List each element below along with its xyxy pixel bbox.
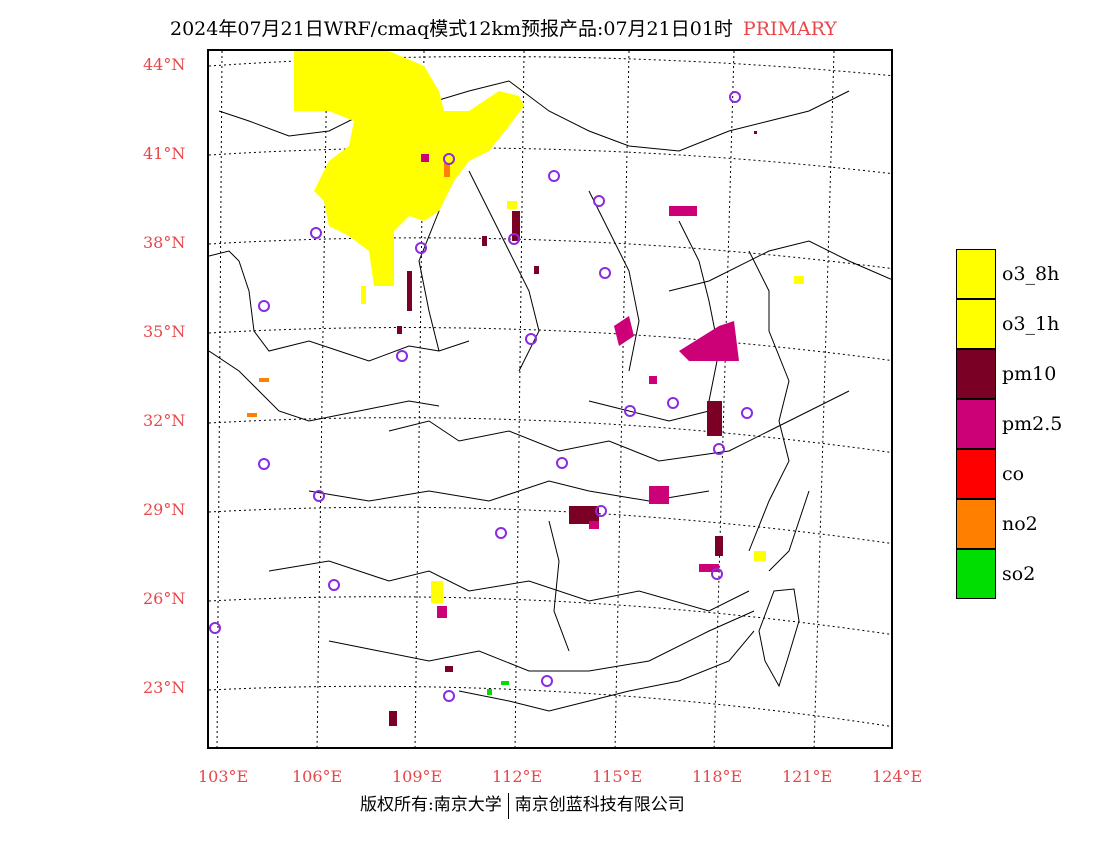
lat-label-29: 29°N xyxy=(143,500,186,519)
legend-label-pm25: pm2.5 xyxy=(1002,413,1063,435)
lon-label-109: 109°E xyxy=(392,767,443,786)
pollution-so2 xyxy=(487,681,509,695)
legend-label-so2: so2 xyxy=(1002,563,1036,585)
lon-line-118 xyxy=(713,51,735,747)
legend-item-pm10: pm10 xyxy=(956,349,1096,399)
lat-line-32 xyxy=(209,417,891,453)
pollution-pm10 xyxy=(389,131,757,726)
lat-line-38 xyxy=(209,237,891,269)
lat-line-29 xyxy=(209,506,891,544)
lon-line-121 xyxy=(813,51,835,747)
lat-label-38: 38°N xyxy=(143,233,186,252)
legend-swatch-no2 xyxy=(956,499,996,549)
lat-label-23: 23°N xyxy=(143,678,186,697)
legend-swatch-o3-1h xyxy=(956,299,996,349)
status-primary: PRIMARY xyxy=(742,18,837,40)
lon-label-112: 112°E xyxy=(492,767,543,786)
map-title: 2024年07月21日WRF/cmaq模式12km预报产品:07月21日01时 P… xyxy=(170,14,837,41)
legend-label-no2: no2 xyxy=(1002,513,1038,535)
legend-label-o3-8h: o3_8h xyxy=(1002,263,1060,285)
legend: o3_8h o3_1h pm10 pm2.5 co no2 so2 xyxy=(956,249,1096,601)
legend-swatch-o3-8h xyxy=(956,249,996,299)
legend-item-o3-1h: o3_1h xyxy=(956,299,1096,349)
lon-label-103: 103°E xyxy=(198,767,249,786)
lat-label-35: 35°N xyxy=(143,322,186,341)
legend-swatch-so2 xyxy=(956,549,996,599)
legend-swatch-pm10 xyxy=(956,349,996,399)
lat-line-35 xyxy=(209,327,891,361)
lat-line-41 xyxy=(209,147,891,175)
lon-line-106 xyxy=(316,51,328,747)
boundaries xyxy=(209,80,891,712)
footer-separator xyxy=(507,792,509,819)
map-frame[interactable] xyxy=(207,49,893,749)
lon-line-103 xyxy=(216,51,223,747)
lat-label-44: 44°N xyxy=(143,55,186,74)
lon-line-112 xyxy=(514,51,525,747)
lat-label-32: 32°N xyxy=(143,411,186,430)
legend-swatch-pm25 xyxy=(956,399,996,449)
map-canvas xyxy=(209,51,891,747)
pollution-pm25 xyxy=(421,154,739,618)
legend-item-so2: so2 xyxy=(956,549,1096,599)
lon-label-121: 121°E xyxy=(782,767,833,786)
pollution-o3 xyxy=(294,51,804,603)
lat-line-26 xyxy=(209,596,891,635)
lat-label-41: 41°N xyxy=(143,144,186,163)
copyright-footer: 版权所有:南京大学 南京创蓝科技有限公司 xyxy=(360,790,685,819)
lon-line-115 xyxy=(614,51,630,747)
lat-label-26: 26°N xyxy=(143,589,186,608)
legend-item-o3-8h: o3_8h xyxy=(956,249,1096,299)
title-text: 2024年07月21日WRF/cmaq模式12km预报产品:07月21日01时 xyxy=(170,18,733,40)
legend-swatch-co xyxy=(956,449,996,499)
lat-line-23 xyxy=(209,685,891,727)
taiwan-outline xyxy=(758,588,800,688)
pollution-no2 xyxy=(247,163,450,417)
footer-copyright-left: 版权所有:南京大学 xyxy=(360,795,502,815)
legend-label-co: co xyxy=(1002,463,1025,485)
lon-label-106: 106°E xyxy=(292,767,343,786)
graticule xyxy=(209,51,891,747)
lon-label-124: 124°E xyxy=(872,767,923,786)
station-markers xyxy=(209,91,753,702)
legend-item-no2: no2 xyxy=(956,499,1096,549)
legend-label-pm10: pm10 xyxy=(1002,363,1057,385)
legend-item-co: co xyxy=(956,449,1096,499)
lon-label-118: 118°E xyxy=(692,767,743,786)
legend-label-o3-1h: o3_1h xyxy=(1002,313,1060,335)
lon-label-115: 115°E xyxy=(592,767,643,786)
legend-item-pm25: pm2.5 xyxy=(956,399,1096,449)
footer-copyright-right: 南京创蓝科技有限公司 xyxy=(514,795,685,815)
